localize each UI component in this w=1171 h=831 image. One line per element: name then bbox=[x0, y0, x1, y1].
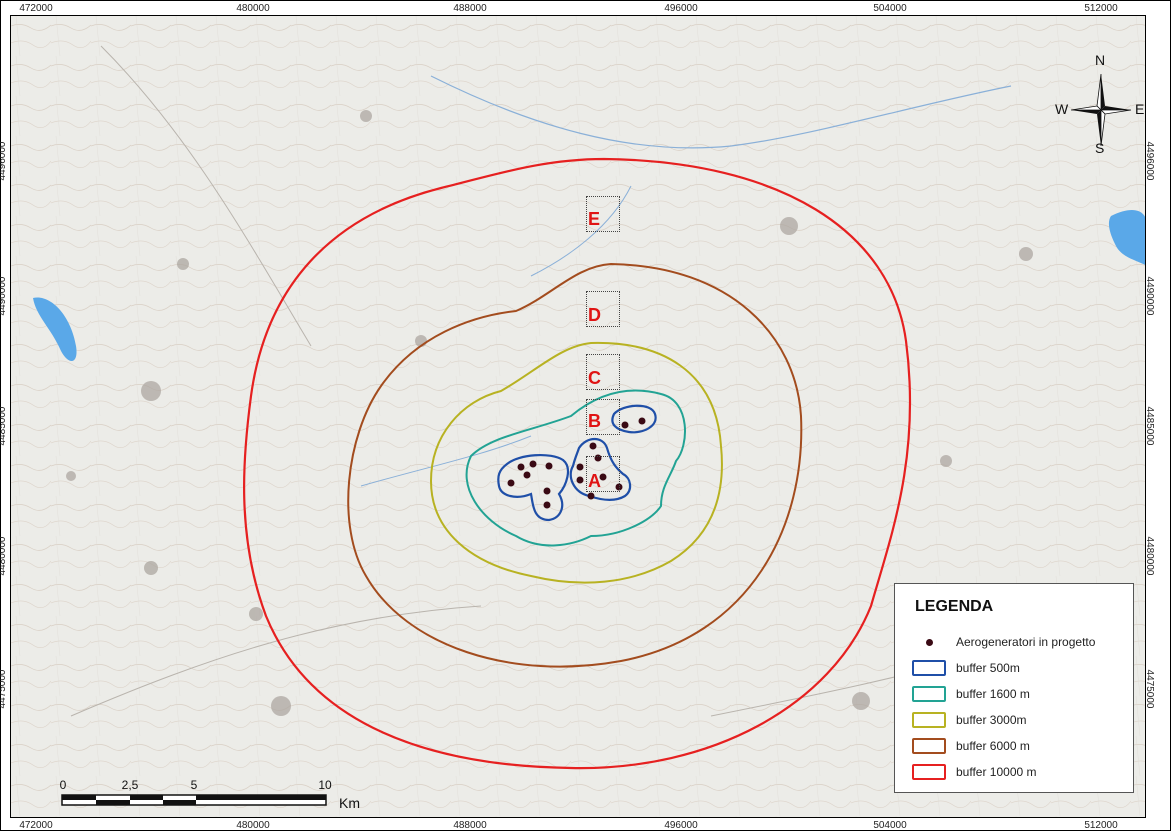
zone-label-c: C bbox=[588, 368, 601, 388]
zone-label-b: B bbox=[588, 411, 601, 431]
zone-box-a bbox=[586, 456, 620, 492]
coord-top-label: 480000 bbox=[236, 3, 270, 14]
river-line bbox=[530, 185, 632, 277]
legend-item-label: Aerogeneratori in progetto bbox=[956, 635, 1096, 649]
legend-item-label: buffer 6000 m bbox=[956, 739, 1030, 753]
buffer-10000m-ring bbox=[242, 157, 912, 770]
compass-north-label: N bbox=[1095, 52, 1106, 68]
lake-shape bbox=[33, 297, 77, 362]
legend-item-label: buffer 3000m bbox=[956, 713, 1027, 727]
settlement-cluster bbox=[66, 110, 1033, 716]
coord-top-label: 512000 bbox=[1084, 3, 1118, 14]
river-line bbox=[360, 435, 532, 487]
coord-left-label: 4475000 bbox=[0, 669, 8, 709]
map-legend: LEGENDA Aerogeneratori in progetto buffe… bbox=[894, 583, 1134, 793]
coord-bottom-label: 488000 bbox=[453, 820, 487, 831]
coord-bottom-label: 496000 bbox=[664, 820, 698, 831]
lake-shape bbox=[1108, 210, 1145, 265]
turbine-dot-icon bbox=[912, 638, 946, 646]
road-line bbox=[70, 605, 482, 717]
scale-tick-label: 0 bbox=[59, 778, 67, 792]
coord-top-label: 496000 bbox=[664, 3, 698, 14]
scale-bar: 0 2,5 5 10 Km bbox=[59, 778, 371, 817]
coord-top-label: 488000 bbox=[453, 3, 487, 14]
map-canvas[interactable]: E D C B A N W E S 0 bbox=[10, 15, 1146, 818]
turbine-markers bbox=[507, 417, 646, 509]
legend-item: buffer 1600 m bbox=[912, 684, 1030, 704]
buffer-500-swatch bbox=[912, 660, 946, 676]
buffer-1600-swatch bbox=[912, 686, 946, 702]
coord-bottom-label: 504000 bbox=[873, 820, 907, 831]
coord-left-label: 4485000 bbox=[0, 406, 8, 446]
legend-item-label: buffer 1600 m bbox=[956, 687, 1030, 701]
coord-top-label: 504000 bbox=[873, 3, 907, 14]
buffer-6000m-ring bbox=[347, 262, 803, 668]
zone-label-e: E bbox=[588, 209, 601, 229]
coord-left-label: 4496000 bbox=[0, 141, 8, 181]
compass-west-label: W bbox=[1055, 101, 1069, 117]
legend-item-label: buffer 500m bbox=[956, 661, 1020, 675]
river-line bbox=[430, 75, 1012, 149]
buffer-500m-rings bbox=[497, 404, 657, 522]
compass-east-label: E bbox=[1135, 101, 1145, 117]
buffer-10000-swatch bbox=[912, 764, 946, 780]
coord-bottom-label: 480000 bbox=[236, 820, 270, 831]
compass-rose: N W E S bbox=[1051, 52, 1145, 156]
zone-label-d: D bbox=[588, 305, 601, 325]
legend-title: LEGENDA bbox=[915, 598, 994, 615]
buffer-1600m-ring bbox=[465, 389, 686, 547]
buffer-3000m-ring bbox=[429, 341, 723, 584]
legend-item: Aerogeneratori in progetto bbox=[912, 632, 1095, 652]
coord-left-label: 4480000 bbox=[0, 536, 8, 576]
coord-bottom-label: 472000 bbox=[19, 820, 53, 831]
buffer-6000-swatch bbox=[912, 738, 946, 754]
zone-box-b bbox=[586, 399, 620, 435]
zone-box-c bbox=[586, 354, 620, 390]
scale-bar-segments bbox=[61, 794, 327, 806]
coord-top-label: 472000 bbox=[19, 3, 53, 14]
buffer-3000-swatch bbox=[912, 712, 946, 728]
coord-bottom-label: 512000 bbox=[1084, 820, 1118, 831]
scale-unit-label: Km bbox=[339, 795, 360, 811]
coord-left-label: 4490000 bbox=[0, 276, 8, 316]
zone-box-e bbox=[586, 196, 620, 232]
zone-box-d bbox=[586, 291, 620, 327]
scale-tick-label: 10 bbox=[318, 778, 332, 792]
legend-item: buffer 10000 m bbox=[912, 762, 1037, 782]
legend-item-label: buffer 10000 m bbox=[956, 765, 1037, 779]
compass-south-label: S bbox=[1095, 140, 1105, 156]
scale-tick-label: 2,5 bbox=[121, 778, 139, 792]
legend-item: buffer 3000m bbox=[912, 710, 1027, 730]
road-line bbox=[100, 45, 312, 347]
legend-item: buffer 500m bbox=[912, 658, 1020, 678]
compass-star-icon bbox=[1070, 73, 1132, 147]
scale-tick-label: 5 bbox=[190, 778, 198, 792]
zone-label-a: A bbox=[588, 471, 601, 491]
legend-item: buffer 6000 m bbox=[912, 736, 1030, 756]
